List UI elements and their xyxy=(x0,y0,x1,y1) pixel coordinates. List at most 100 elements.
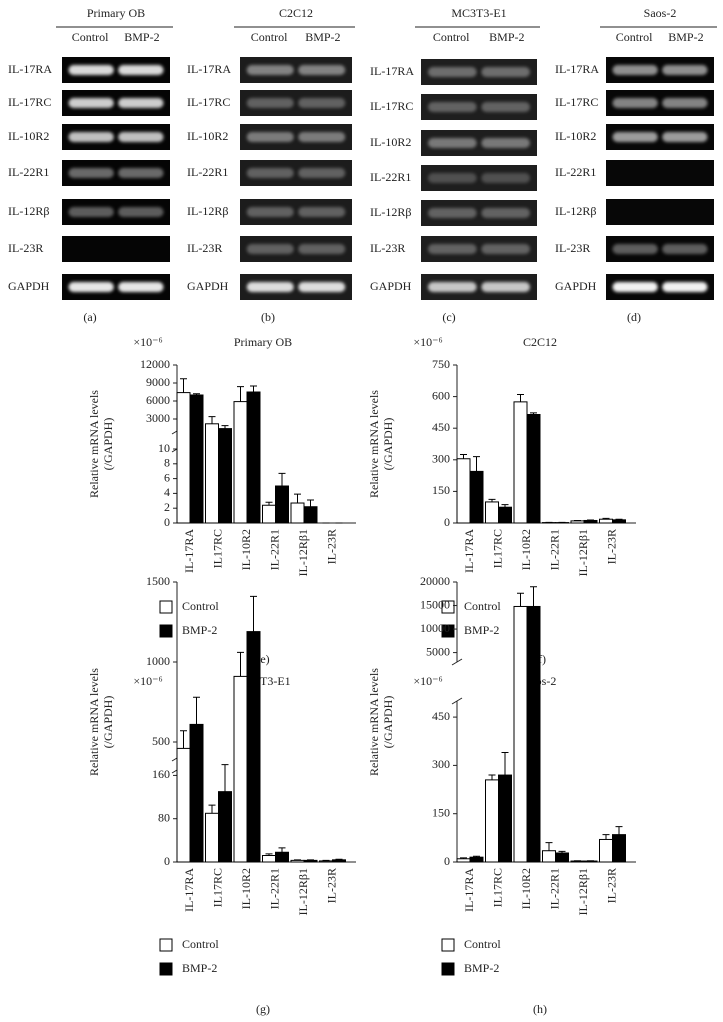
y-tick-label: 0 xyxy=(444,515,450,529)
chart-multiplier: ×10⁻⁶ xyxy=(133,335,162,349)
error-bar xyxy=(237,651,244,677)
x-tick-label: IL-12Rβ1 xyxy=(576,868,590,915)
y-tick-label: 80 xyxy=(158,810,170,824)
bar xyxy=(599,838,613,863)
error-bar xyxy=(294,493,301,504)
gel-title: C2C12 xyxy=(279,6,313,20)
gel-column-label: BMP-2 xyxy=(489,30,524,44)
x-tick-label: IL-10R2 xyxy=(239,868,253,909)
x-tick-label: IL-12Rβ1 xyxy=(576,529,590,576)
x-tick-label: IL-17RA xyxy=(462,868,476,912)
x-tick-label: IL-22R1 xyxy=(547,868,561,909)
gel-row-label: IL-23R xyxy=(555,241,590,255)
gel-band xyxy=(298,65,346,75)
gel-row-label: IL-23R xyxy=(370,241,405,255)
bar xyxy=(456,458,471,524)
gel-row-label: GAPDH xyxy=(8,279,50,293)
y-tick-label: 1000 xyxy=(146,654,170,668)
legend-label: BMP-2 xyxy=(182,961,217,975)
legend-swatch xyxy=(159,938,173,952)
bar xyxy=(189,394,204,524)
y-tick-label: 10 xyxy=(158,441,170,455)
gel-band xyxy=(612,282,658,292)
gel-band xyxy=(612,65,658,75)
gel-lane-box xyxy=(606,199,714,225)
gel-band xyxy=(246,207,294,217)
y-tick-label: 600 xyxy=(432,388,450,402)
error-bar xyxy=(180,378,187,393)
gel-band xyxy=(612,132,658,142)
error-bar xyxy=(193,696,200,725)
legend-label: Control xyxy=(464,937,501,951)
gel-band xyxy=(481,208,531,218)
gel-band xyxy=(246,282,294,292)
bar xyxy=(542,850,556,863)
gel-band xyxy=(427,102,477,112)
y-tick-label: 3000 xyxy=(146,411,170,425)
gel-row-label: IL-12Rβ xyxy=(8,204,49,218)
gel-band xyxy=(246,244,294,254)
legend-swatch xyxy=(441,624,455,638)
gel-title: Primary OB xyxy=(87,6,145,20)
bar xyxy=(275,485,289,524)
x-tick-label: IL-17RA xyxy=(182,529,196,573)
error-bar xyxy=(180,730,187,749)
bar xyxy=(246,631,261,863)
y-tick-label: 0 xyxy=(164,515,170,529)
bar xyxy=(246,391,261,524)
gel-band xyxy=(427,208,477,218)
bar xyxy=(205,423,219,524)
gel-column-label: Control xyxy=(433,30,470,44)
bar xyxy=(332,859,346,863)
legend-label: Control xyxy=(182,937,219,951)
gel-band xyxy=(612,98,658,108)
gel-band xyxy=(118,98,164,108)
x-tick-label: IL-10R2 xyxy=(519,529,533,570)
bar xyxy=(513,605,528,863)
y-axis-label: (/GAPDH) xyxy=(381,418,395,471)
gel-title: Saos-2 xyxy=(644,6,677,20)
y-tick-label: 8 xyxy=(164,456,170,470)
error-bar xyxy=(517,393,524,402)
y-tick-label: 300 xyxy=(432,452,450,466)
legend-swatch xyxy=(441,600,455,614)
error-bar xyxy=(335,858,343,860)
bar xyxy=(498,506,512,524)
error-bar xyxy=(265,501,273,506)
y-axis-label: Relative mRNA levels xyxy=(367,668,381,776)
y-tick-label: 15000 xyxy=(420,597,450,611)
gel-band xyxy=(246,168,294,178)
error-bar xyxy=(558,850,566,853)
y-tick-label: 20000 xyxy=(420,574,450,588)
bar xyxy=(612,834,626,863)
bar xyxy=(526,414,541,524)
bar xyxy=(319,860,333,863)
axis-break xyxy=(451,658,463,666)
x-tick-label: IL-12Rβ1 xyxy=(296,868,310,915)
y-axis-label: (/GAPDH) xyxy=(381,696,395,749)
gel-band xyxy=(298,168,346,178)
y-tick-label: 300 xyxy=(432,757,450,771)
bar xyxy=(189,723,204,863)
y-axis-label: (/GAPDH) xyxy=(101,696,115,749)
error-bar xyxy=(517,592,524,607)
gel-band xyxy=(481,67,531,77)
gel-row-label: IL-10R2 xyxy=(370,135,411,149)
y-tick-label: 500 xyxy=(152,734,170,748)
y-tick-label: 150 xyxy=(432,483,450,497)
bar xyxy=(233,401,248,524)
legend-swatch xyxy=(159,962,173,976)
error-bar xyxy=(615,518,623,520)
gel-band xyxy=(246,65,294,75)
x-tick-label: IL-23R xyxy=(604,529,618,564)
x-tick-label: IL-23R xyxy=(324,868,338,903)
error-bar xyxy=(530,412,537,415)
gel-band xyxy=(68,65,114,75)
bar xyxy=(176,392,191,524)
x-tick-label: IL-22R1 xyxy=(267,529,281,570)
y-tick-label: 0 xyxy=(444,854,450,868)
gel-row-label: IL-23R xyxy=(187,241,222,255)
bar xyxy=(275,851,289,863)
bar xyxy=(485,779,499,863)
error-bar xyxy=(488,774,496,780)
